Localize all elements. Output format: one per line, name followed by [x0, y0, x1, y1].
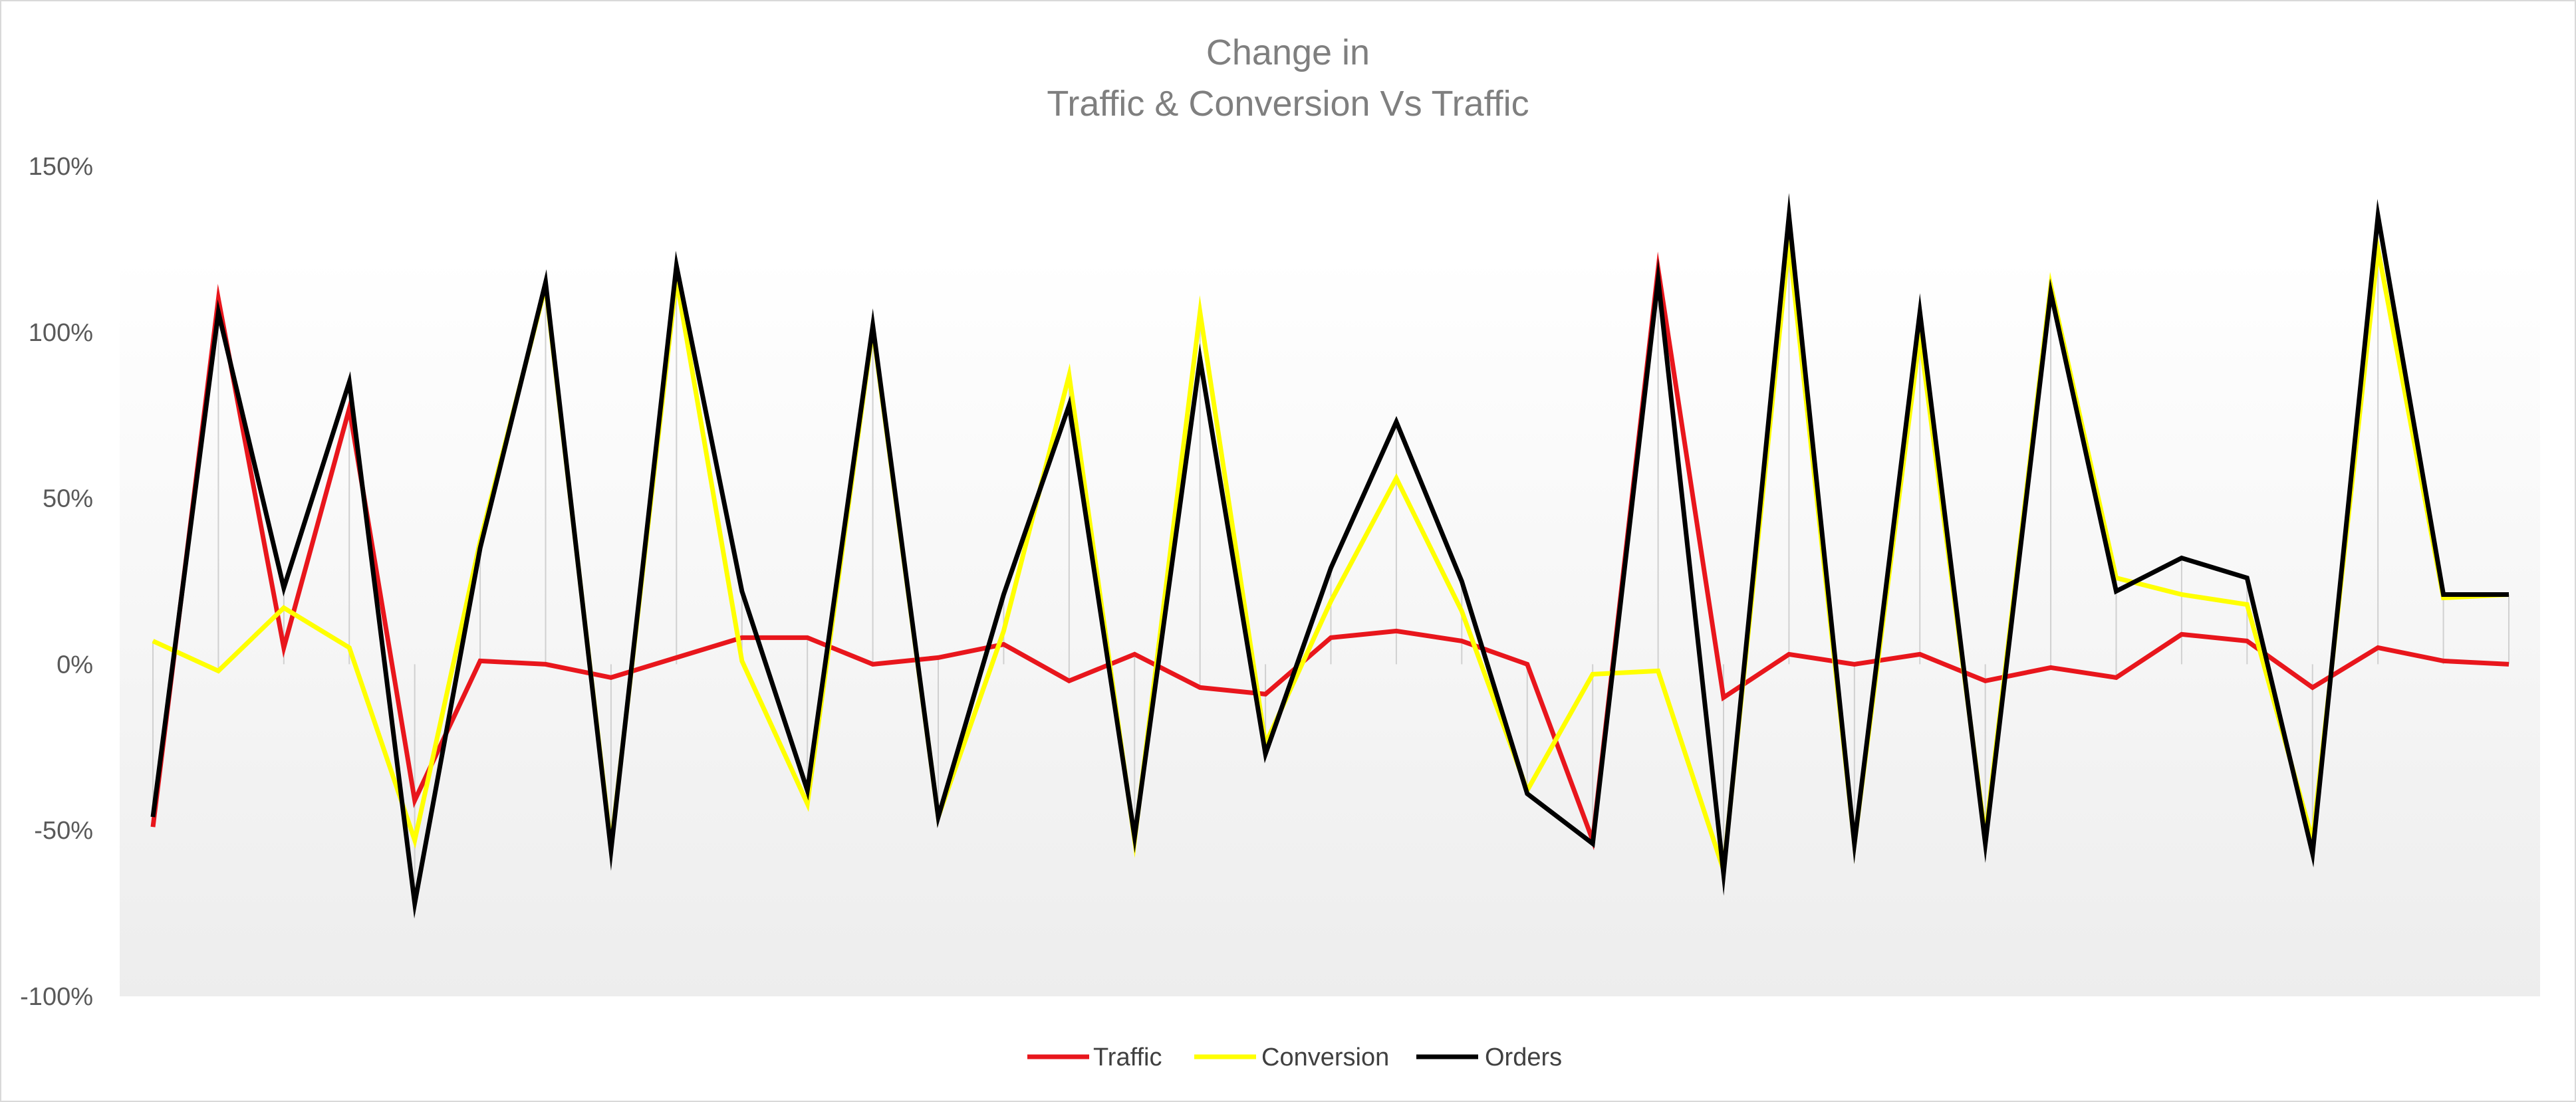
y-axis: -100% -50% 0% 50% 100% 150%	[20, 153, 93, 1011]
series-line-traffic	[150, 251, 2510, 851]
legend-item-orders: Orders	[1416, 1044, 1562, 1071]
drop-lines	[152, 215, 2510, 904]
y-tick-label: -100%	[20, 983, 93, 1011]
y-tick-label: 100%	[29, 319, 93, 347]
y-tick-label: -50%	[34, 817, 93, 845]
y-tick-label: 0%	[57, 651, 93, 679]
chart-title-line-2: Traffic & Conversion Vs Traffic	[1047, 84, 1529, 124]
series-line-orders	[150, 193, 2509, 919]
chart-title-line-1: Change in	[1206, 33, 1370, 72]
y-tick-label: 50%	[43, 485, 93, 513]
y-tick-label: 150%	[29, 153, 93, 181]
legend-item-traffic: Traffic	[1027, 1044, 1162, 1071]
plot-area	[120, 257, 2540, 996]
legend-label-traffic: Traffic	[1093, 1044, 1162, 1071]
series-lines	[150, 193, 2510, 919]
legend-label-conversion: Conversion	[1261, 1044, 1389, 1071]
legend-item-conversion: Conversion	[1194, 1044, 1389, 1071]
legend-label-orders: Orders	[1485, 1044, 1562, 1071]
legend: Traffic Conversion Orders	[1027, 1044, 1562, 1071]
